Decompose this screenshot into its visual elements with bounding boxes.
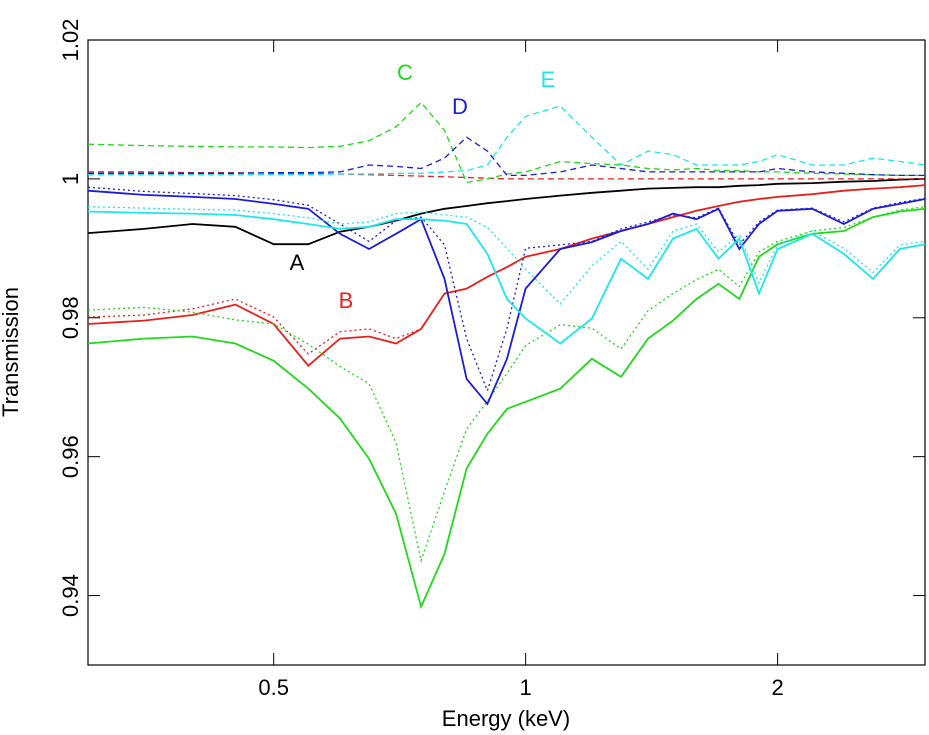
y-tick-label: 0.98 [58,296,83,339]
series-line [87,206,926,305]
series-line [88,105,926,176]
x-tick-label: 2 [771,675,783,700]
y-axis-label: Transmission [0,287,23,417]
series-line [87,101,925,184]
x-tick-label: 1 [520,675,532,700]
series-line [88,171,925,180]
series-line [87,186,926,393]
series-line [88,136,925,177]
series-label: C [397,60,413,85]
y-tick-label: 0.94 [58,574,83,617]
x-tick-label: 0.5 [258,675,289,700]
plot-frame [87,39,926,666]
series-label: B [339,288,354,313]
series-label: D [452,94,468,119]
series-line [87,207,926,610]
series-line [87,210,926,345]
series-line [87,184,926,367]
y-tick-label: 1.02 [58,19,83,62]
series-line [87,178,926,246]
series-line [87,189,926,406]
x-axis-label: Energy (keV) [442,706,570,731]
y-tick-label: 1 [58,173,83,185]
series-label: A [290,250,305,275]
series-line [87,206,926,564]
y-tick-label: 0.96 [58,435,83,478]
series-label: E [541,67,556,92]
series-line [87,184,926,355]
